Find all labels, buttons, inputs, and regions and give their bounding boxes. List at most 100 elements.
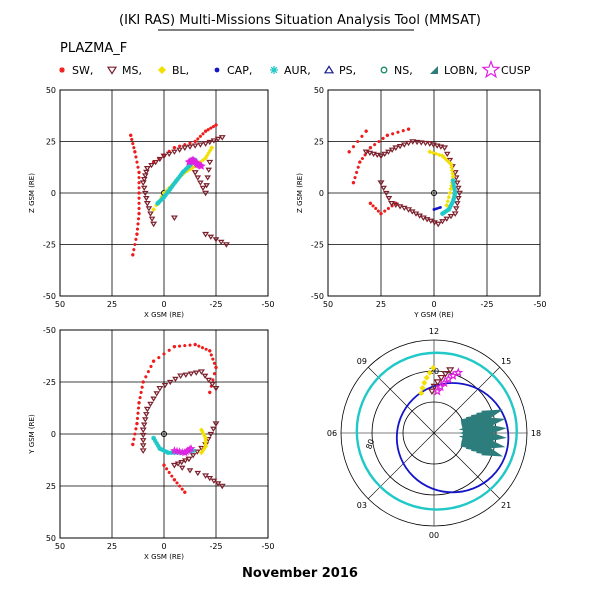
y-tick-label: 25 — [46, 482, 56, 491]
data-point-ms — [416, 213, 423, 219]
data-point-sw — [132, 248, 136, 252]
data-point-aur — [156, 443, 161, 449]
polar-point-ms — [430, 383, 439, 391]
data-point-ms — [205, 167, 213, 173]
data-point-ms — [452, 206, 460, 212]
data-point-ms — [171, 149, 178, 155]
data-point-ms — [388, 147, 396, 153]
data-point-sw — [383, 209, 387, 213]
y-tick-label: 0 — [319, 189, 324, 198]
data-point-ms — [427, 218, 435, 224]
data-point-sw — [209, 353, 213, 357]
data-point-ms — [192, 370, 200, 376]
polar-point-ms — [437, 374, 446, 382]
data-point-sw — [157, 356, 161, 360]
data-point-bl — [449, 168, 455, 173]
data-point-ms — [140, 176, 148, 183]
data-point-ms — [210, 138, 218, 144]
data-point-ms — [413, 139, 421, 146]
y-tick-label: 50 — [314, 86, 324, 95]
legend-label-sw: SW, — [72, 64, 93, 77]
data-point-ms — [143, 406, 151, 413]
data-point-aur — [163, 449, 169, 454]
data-point-sw — [130, 137, 134, 141]
data-point-ms — [374, 152, 381, 159]
data-point-sw — [135, 232, 139, 236]
data-point-ms — [202, 473, 210, 479]
data-point-ms — [392, 202, 400, 208]
data-point-ms — [191, 170, 199, 176]
mlt-label: 09 — [357, 357, 367, 366]
data-point-sw — [138, 396, 142, 400]
data-point-sw — [133, 150, 137, 154]
data-point-aur — [164, 190, 170, 196]
data-point-ms — [430, 142, 437, 148]
data-point-sw — [132, 146, 136, 150]
data-point-aur — [159, 447, 165, 452]
data-point-sw — [133, 432, 137, 436]
data-point-ms — [150, 396, 157, 402]
data-point-sw — [364, 129, 368, 133]
data-point-ms — [145, 206, 153, 212]
data-point-sw — [165, 467, 169, 471]
data-point-ms — [370, 151, 377, 157]
data-point-cusp — [186, 443, 196, 453]
data-point-bl — [448, 161, 454, 167]
data-point-sw — [131, 253, 135, 257]
data-point-sw — [172, 146, 177, 150]
series-bl — [199, 427, 208, 456]
data-point-sw — [206, 128, 210, 132]
polar-spoke — [368, 432, 435, 499]
data-point-sw — [137, 176, 141, 180]
data-point-ms — [451, 211, 459, 217]
data-point-ms — [170, 462, 178, 469]
data-point-aur — [166, 188, 171, 194]
data-point-ms — [139, 432, 147, 439]
data-point-aur — [452, 187, 457, 193]
polar-point-bl — [426, 369, 433, 376]
data-point-aur — [440, 211, 445, 216]
data-point-aur — [172, 450, 177, 455]
y-tick-label: 25 — [314, 138, 324, 147]
data-point-ms — [156, 156, 164, 163]
data-point-ms — [181, 145, 189, 151]
data-point-ms — [186, 468, 194, 474]
data-point-ms — [186, 144, 194, 150]
x-tick-label: -25 — [480, 300, 493, 309]
data-point-cusp — [197, 161, 206, 170]
data-point-sw — [390, 204, 394, 208]
y-tick-label: -25 — [43, 241, 56, 250]
data-point-ms — [206, 159, 214, 166]
data-point-ms — [182, 372, 190, 378]
legend-item-aur: AUR, — [270, 64, 311, 77]
data-point-ms — [156, 385, 164, 392]
legend-item-sw: SW, — [59, 64, 93, 77]
legend-item-ps: PS, — [323, 64, 356, 77]
data-point-sw — [132, 437, 136, 441]
mlt-label: 21 — [501, 501, 511, 510]
data-point-bl — [199, 450, 204, 456]
data-point-ms — [454, 180, 461, 186]
data-point-sw — [162, 352, 166, 356]
polar-point-ms — [427, 388, 437, 396]
polar-point-bl — [430, 364, 437, 371]
data-point-ms — [147, 401, 154, 407]
data-point-aur — [161, 194, 167, 200]
x-tick-label: -50 — [261, 300, 274, 309]
polar-spoke — [433, 367, 500, 434]
legend-label-ps: PS, — [339, 64, 356, 77]
data-point-sw — [212, 372, 216, 376]
data-point-aur — [448, 203, 454, 208]
data-point-bl — [202, 433, 207, 439]
data-point-sw — [214, 123, 218, 127]
data-point-sw — [134, 155, 138, 159]
data-point-sw — [351, 145, 355, 149]
data-point-sw — [368, 146, 373, 150]
data-point-sw — [183, 143, 187, 147]
y-tick-label: -50 — [311, 292, 324, 301]
data-point-ms — [419, 215, 427, 222]
data-point-ms — [454, 201, 461, 207]
data-point-sw — [188, 343, 192, 347]
data-point-ms — [148, 216, 156, 222]
data-point-ms — [362, 149, 370, 156]
